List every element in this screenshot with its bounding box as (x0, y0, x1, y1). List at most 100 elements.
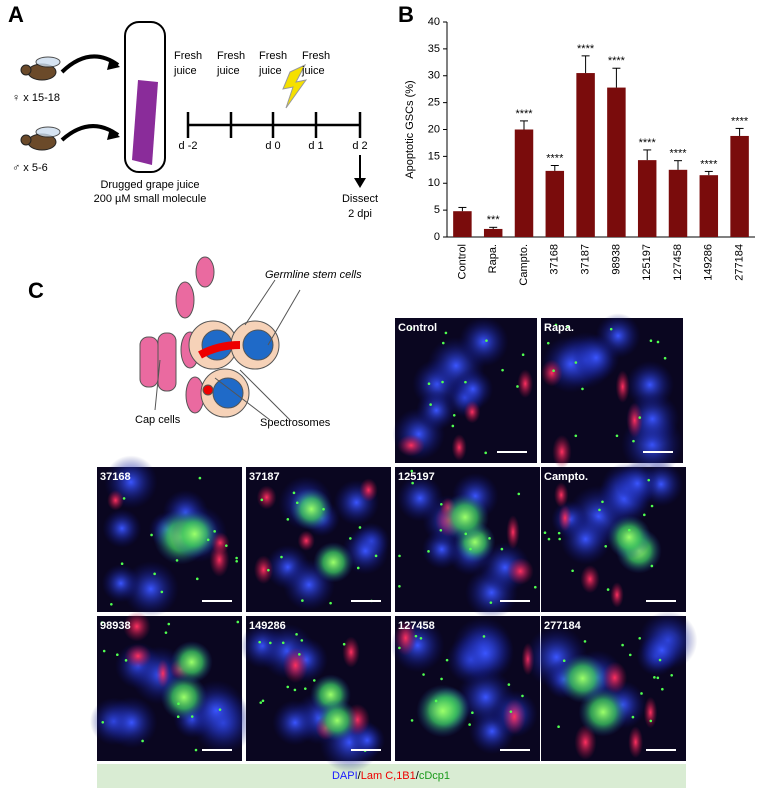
bar (699, 175, 719, 237)
feed-label: juice (258, 65, 282, 77)
puncta (507, 683, 511, 686)
diagram-label: Germline stem cells (265, 269, 362, 281)
puncta (235, 559, 238, 563)
lamin (451, 434, 467, 461)
panel-label: A (8, 2, 24, 27)
legend-bar (97, 764, 686, 788)
puncta (640, 692, 643, 695)
day-label: d 1 (308, 140, 323, 152)
puncta (445, 658, 449, 662)
puncta (615, 434, 619, 438)
puncta (374, 554, 378, 558)
puncta (110, 602, 113, 606)
puncta (649, 339, 653, 343)
puncta (444, 331, 448, 335)
puncta (259, 701, 263, 704)
apoptotic-cell (313, 542, 354, 583)
lamin (123, 611, 151, 642)
image-label: 37187 (249, 471, 280, 483)
lamin (580, 564, 600, 594)
puncta (609, 327, 613, 331)
y-tick-label: 40 (428, 16, 440, 28)
stain-part: / (416, 770, 420, 782)
lamin (297, 530, 315, 551)
puncta (195, 577, 199, 581)
apoptotic-cell (578, 687, 628, 737)
puncta (293, 688, 297, 692)
lamin (256, 485, 277, 510)
puncta (286, 518, 290, 521)
puncta (441, 380, 444, 384)
puncta (322, 507, 325, 511)
puncta (398, 585, 401, 588)
puncta (280, 555, 283, 559)
apoptotic-cell (170, 641, 213, 684)
significance: *** (487, 214, 501, 226)
puncta (427, 382, 431, 386)
puncta (194, 748, 198, 752)
puncta (482, 635, 486, 638)
dissect-label: 2 dpi (348, 208, 372, 220)
micrograph: 37168 (97, 455, 242, 618)
bar (483, 228, 503, 237)
puncta (261, 699, 265, 703)
puncta (484, 451, 487, 455)
nucleus (101, 564, 141, 603)
puncta (500, 547, 504, 551)
lamin (502, 698, 526, 735)
lamin (558, 504, 572, 532)
lamin (282, 647, 309, 684)
lamin (610, 582, 624, 608)
puncta (213, 530, 216, 533)
puncta (571, 569, 574, 573)
x-tick-label: 37168 (549, 244, 561, 275)
puncta (653, 676, 656, 679)
puncta (410, 719, 414, 722)
puncta (562, 659, 566, 662)
significance: **** (546, 152, 564, 164)
puncta (410, 469, 414, 473)
micrograph: 277184 (525, 610, 698, 761)
day-label: d -2 (179, 140, 198, 152)
lamin (554, 482, 569, 508)
nucleus (341, 527, 389, 575)
puncta (218, 708, 222, 711)
puncta (300, 639, 304, 642)
puncta (260, 498, 264, 502)
puncta (236, 620, 240, 624)
puncta (358, 526, 362, 529)
feed-label: Fresh (302, 50, 330, 62)
puncta (464, 532, 468, 536)
puncta (650, 564, 654, 568)
nucleus (105, 696, 158, 749)
feed-label: juice (216, 65, 240, 77)
puncta (638, 416, 642, 419)
feed-label: Fresh (217, 50, 245, 62)
stain-part: cDcp1 (419, 770, 450, 782)
feed-label: juice (173, 65, 197, 77)
puncta (414, 634, 418, 638)
puncta (100, 621, 104, 624)
feed-label: Fresh (259, 50, 287, 62)
lamin (643, 696, 658, 729)
puncta (427, 550, 430, 553)
puncta (661, 687, 664, 691)
puncta (176, 715, 180, 719)
image-label: 277184 (544, 620, 582, 632)
diagram-label: Spectrosomes (260, 417, 331, 429)
arrowhead (107, 128, 120, 140)
lamin (209, 542, 230, 578)
puncta (429, 403, 432, 406)
diagram-label: Cap cells (135, 414, 181, 426)
puncta (295, 633, 298, 636)
puncta (298, 653, 301, 656)
lamin (541, 359, 563, 387)
y-tick-label: 30 (428, 70, 440, 82)
puncta (601, 500, 604, 504)
puncta (581, 387, 584, 391)
lamin (628, 726, 644, 759)
x-tick-label: 277184 (734, 244, 746, 281)
nucleus (456, 624, 515, 683)
puncta (485, 339, 488, 342)
